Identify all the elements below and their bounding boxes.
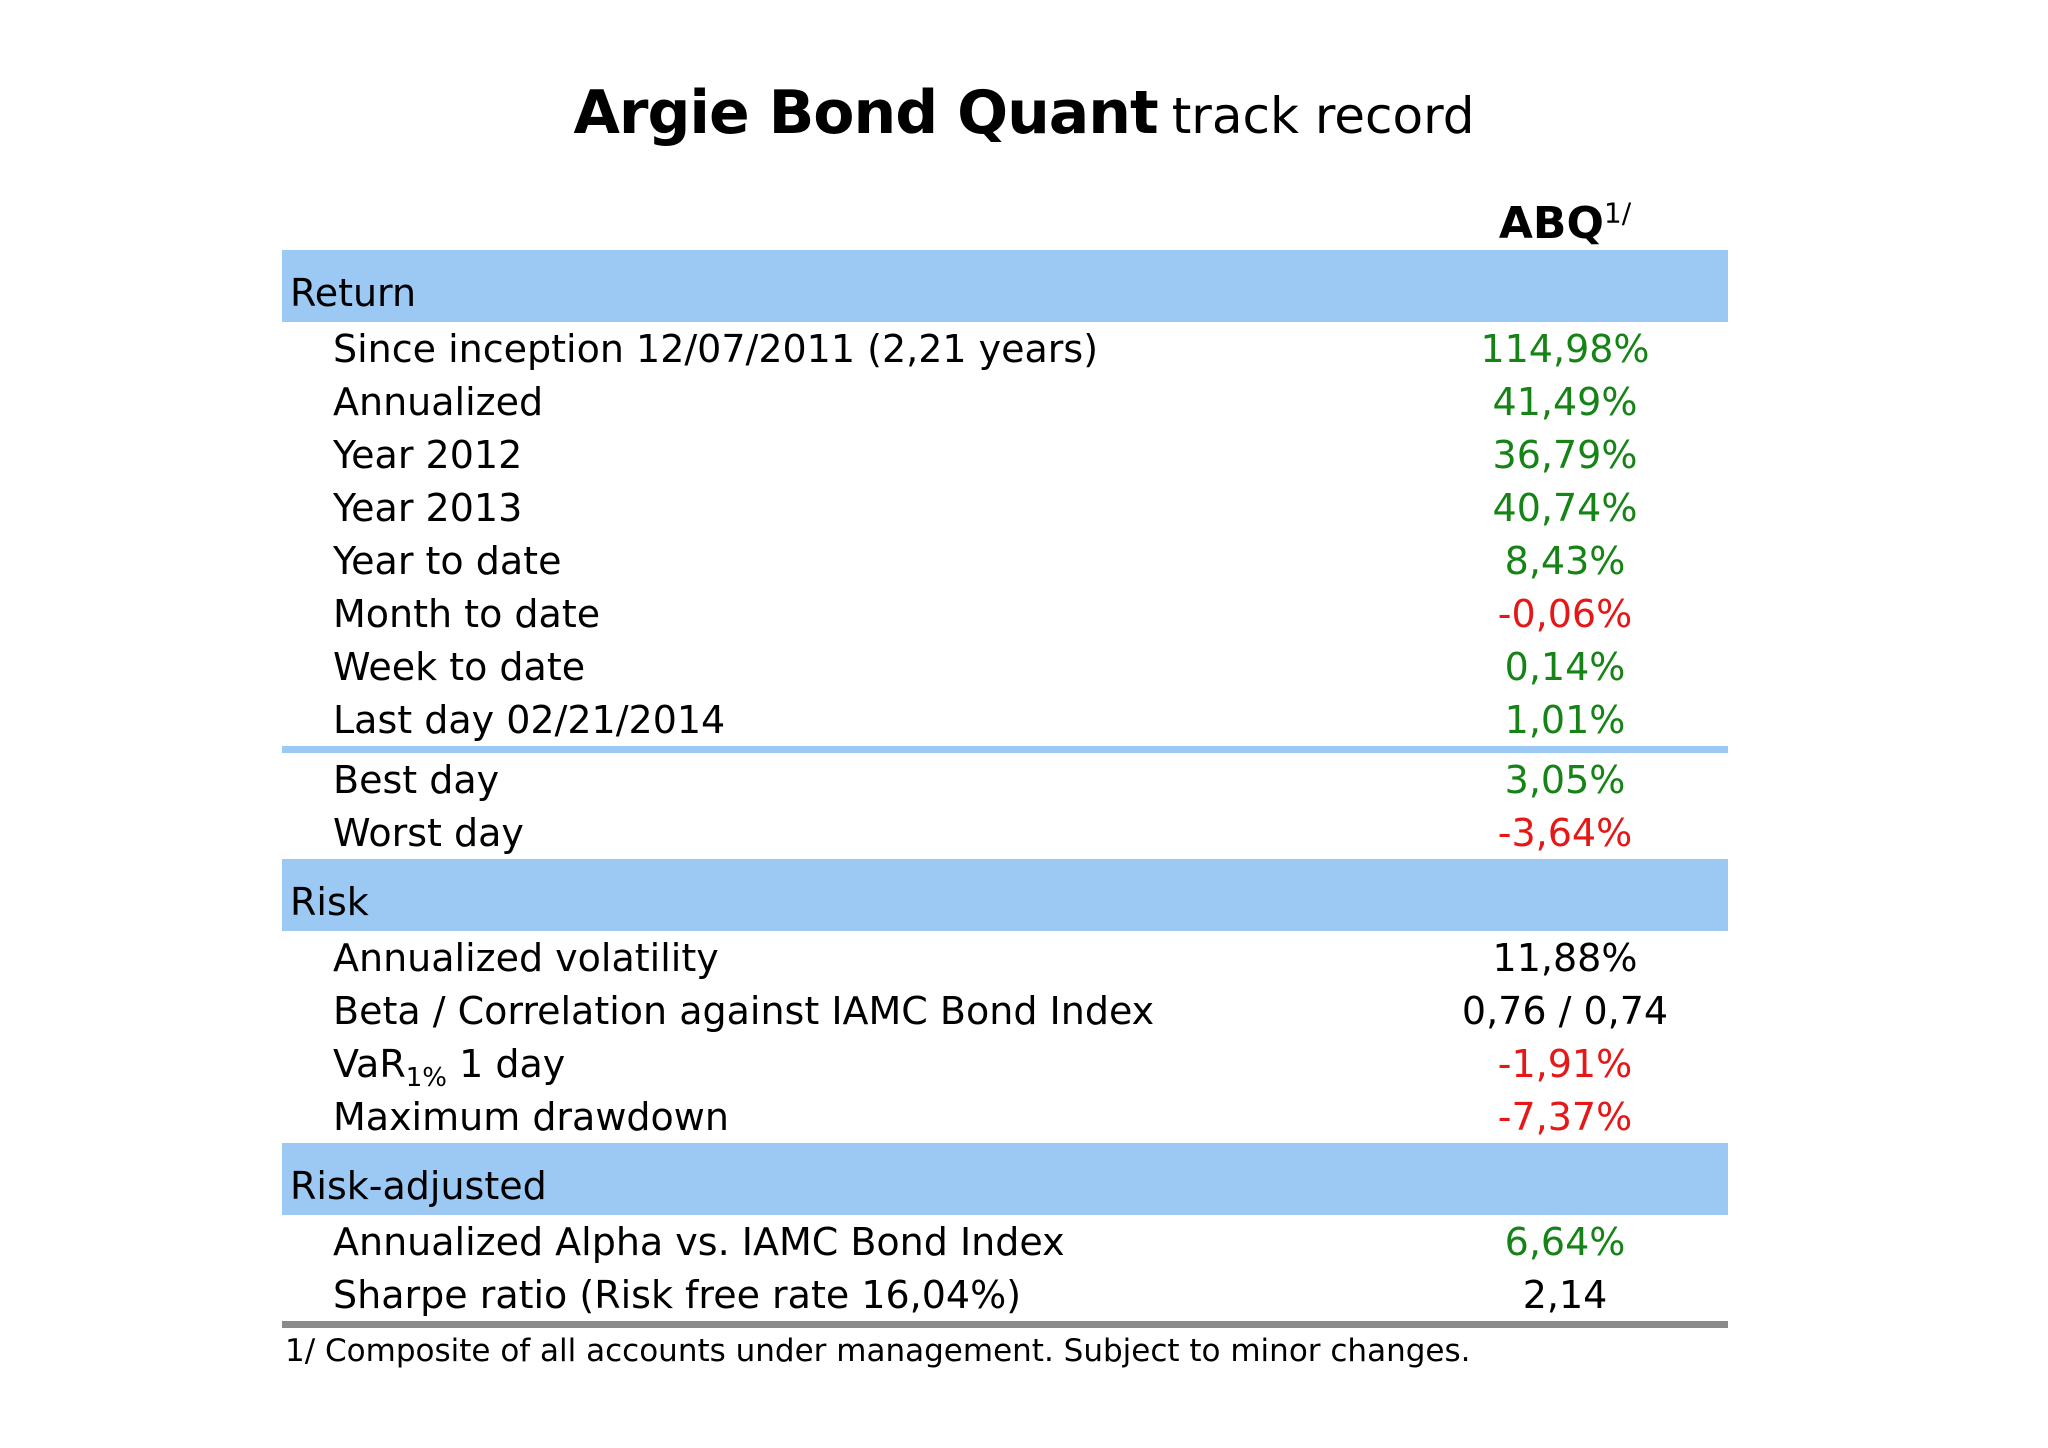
section-label: Risk xyxy=(290,880,369,924)
row-value: 6,64% xyxy=(1504,1219,1626,1264)
row-value: 114,98% xyxy=(1480,326,1650,371)
table-row: Week to date 0,14% xyxy=(282,640,1728,693)
column-header-footnote-marker: 1/ xyxy=(1603,196,1632,230)
table-sections: Return Since inception 12/07/2011 (2,21 y… xyxy=(282,250,1728,1321)
section-label: Return xyxy=(290,271,417,315)
row-label: Year 2012 xyxy=(333,432,523,477)
column-header-row: ABQ1/ xyxy=(282,186,1728,250)
page-title: Argie Bond Quant track record xyxy=(0,78,2048,148)
row-label: Year to date xyxy=(333,538,562,583)
row-value: 2,14 xyxy=(1522,1272,1608,1317)
row-label: Sharpe ratio (Risk free rate 16,04%) xyxy=(333,1272,1022,1317)
row-label: Beta / Correlation against IAMC Bond Ind… xyxy=(333,988,1155,1033)
row-label: Maximum drawdown xyxy=(333,1094,729,1139)
table-row: Annualized 41,49% xyxy=(282,375,1728,428)
row-label: Annualized Alpha vs. IAMC Bond Index xyxy=(333,1219,1065,1264)
section-separator-line xyxy=(282,746,1728,753)
row-label-subscript: 1% xyxy=(405,1062,447,1093)
table-row: Month to date -0,06% xyxy=(282,587,1728,640)
row-label: Since inception 12/07/2011 (2,21 years) xyxy=(333,326,1099,371)
row-label: Month to date xyxy=(333,591,601,636)
page-title-suffix: track record xyxy=(1171,87,1475,145)
row-value: -3,64% xyxy=(1497,810,1633,855)
row-value: 36,79% xyxy=(1492,432,1638,477)
row-value: 40,74% xyxy=(1492,485,1638,530)
row-value: -7,37% xyxy=(1497,1094,1633,1139)
row-value: -1,91% xyxy=(1497,1041,1633,1086)
table-row: Year to date 8,43% xyxy=(282,534,1728,587)
table-row: VaR1% 1 day -1,91% xyxy=(282,1037,1728,1093)
table-row: Best day 3,05% xyxy=(282,753,1728,806)
section-header-risk-adjusted: Risk-adjusted xyxy=(282,1143,1728,1215)
track-record-table: ABQ1/ Return Since inception 12/07/2011 (… xyxy=(282,186,1728,1369)
table-row: Maximum drawdown -7,37% xyxy=(282,1090,1728,1143)
table-row: Annualized volatility 11,88% xyxy=(282,931,1728,984)
row-value: 11,88% xyxy=(1492,935,1638,980)
row-value: 1,01% xyxy=(1504,697,1626,742)
section-label: Risk-adjusted xyxy=(290,1164,547,1208)
page-title-main: Argie Bond Quant xyxy=(573,78,1158,148)
table-row: Last day 02/21/2014 1,01% xyxy=(282,693,1728,746)
row-label: Annualized xyxy=(333,379,544,424)
row-value: 0,14% xyxy=(1504,644,1626,689)
footnote: 1/ Composite of all accounts under manag… xyxy=(285,1333,1471,1369)
table-row: Year 2012 36,79% xyxy=(282,428,1728,481)
row-value: 3,05% xyxy=(1504,757,1626,802)
column-header-label: ABQ xyxy=(1498,198,1604,249)
row-value: -0,06% xyxy=(1497,591,1633,636)
table-row: Annualized Alpha vs. IAMC Bond Index 6,64… xyxy=(282,1215,1728,1268)
section-header-return: Return xyxy=(282,250,1728,322)
row-value: 0,76 / 0,74 xyxy=(1461,988,1669,1033)
row-label: Best day xyxy=(333,757,500,802)
table-row: Beta / Correlation against IAMC Bond Ind… xyxy=(282,984,1728,1037)
table-row: Sharpe ratio (Risk free rate 16,04%) 2,14 xyxy=(282,1268,1728,1321)
row-label: Annualized volatility xyxy=(333,935,719,980)
row-label: Year 2013 xyxy=(333,485,523,530)
bottom-rule xyxy=(282,1321,1728,1328)
row-label: Worst day xyxy=(333,810,524,855)
section-header-risk: Risk xyxy=(282,859,1728,931)
table-row: Year 2013 40,74% xyxy=(282,481,1728,534)
table-row: Since inception 12/07/2011 (2,21 years) 1… xyxy=(282,322,1728,375)
row-label: Last day 02/21/2014 xyxy=(333,697,726,742)
row-value: 41,49% xyxy=(1492,379,1638,424)
row-value: 8,43% xyxy=(1504,538,1626,583)
column-header-abq: ABQ1/ xyxy=(1402,199,1728,246)
row-label: Week to date xyxy=(333,644,586,689)
table-row: Worst day -3,64% xyxy=(282,806,1728,859)
row-label: VaR1% 1 day xyxy=(333,1041,566,1093)
